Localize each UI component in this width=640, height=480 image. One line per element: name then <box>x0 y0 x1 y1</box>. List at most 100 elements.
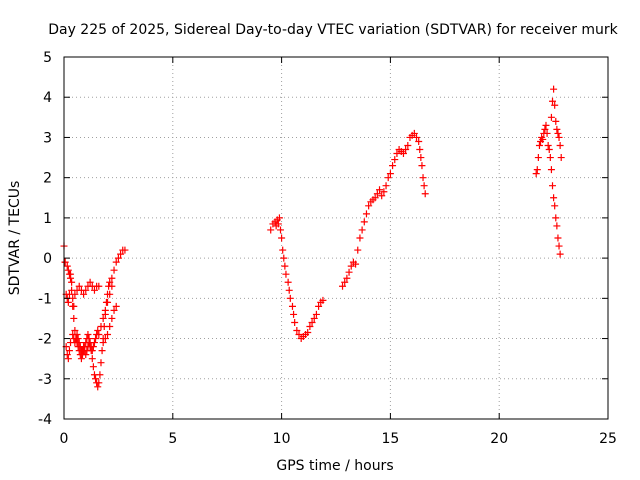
data-point <box>378 192 386 200</box>
data-point <box>68 278 76 286</box>
data-point <box>84 331 92 339</box>
data-point <box>63 351 71 359</box>
data-point <box>99 339 107 347</box>
data-point <box>291 318 299 326</box>
data-point <box>549 182 557 190</box>
data-point <box>419 174 427 182</box>
data-point <box>542 121 550 129</box>
data-point <box>63 262 71 270</box>
data-point <box>69 294 77 302</box>
data-point <box>544 141 552 149</box>
y-tick-label: 4 <box>43 90 52 106</box>
data-point <box>319 296 327 304</box>
data-point <box>551 202 559 210</box>
data-point <box>358 226 366 234</box>
data-point <box>108 314 116 322</box>
data-point <box>304 329 312 337</box>
data-point <box>534 154 542 162</box>
data-point <box>547 166 555 174</box>
data-point <box>85 339 93 347</box>
data-point <box>551 101 559 109</box>
data-point <box>73 331 81 339</box>
axis-ticks: 0 5 10 15 20 25 -4 -3 -2 -1 0 1 2 3 4 5 <box>38 50 617 447</box>
data-point <box>382 182 390 190</box>
data-point <box>341 278 349 286</box>
data-point <box>312 310 320 318</box>
data-point <box>87 347 95 355</box>
data-point <box>295 331 303 339</box>
data-point <box>86 278 94 286</box>
x-tick-label: 0 <box>60 431 69 447</box>
data-point <box>343 274 351 282</box>
data-point <box>555 133 563 141</box>
data-point <box>410 129 418 137</box>
data-point <box>373 190 381 198</box>
plot-frame <box>63 56 609 420</box>
data-point <box>101 335 109 343</box>
data-point <box>420 182 428 190</box>
data-point <box>108 274 116 282</box>
data-point <box>421 190 429 198</box>
data-point <box>386 170 394 178</box>
data-point <box>391 156 399 164</box>
data-point <box>550 194 558 202</box>
data-point <box>360 218 368 226</box>
data-point <box>290 310 298 318</box>
data-point <box>88 355 96 363</box>
data-point <box>545 146 553 154</box>
data-point <box>65 270 73 278</box>
data-point <box>104 331 112 339</box>
grid-lines <box>64 57 608 419</box>
data-point <box>71 290 79 298</box>
x-tick-label: 5 <box>168 431 177 447</box>
data-point <box>64 355 72 363</box>
data-point <box>280 254 288 262</box>
data-point <box>365 202 373 210</box>
data-point <box>95 282 103 290</box>
data-point <box>74 335 82 343</box>
data-point <box>67 274 75 282</box>
data-point <box>539 135 547 143</box>
data-point <box>112 258 120 266</box>
data-series <box>60 85 565 391</box>
data-point <box>86 343 94 351</box>
data-point <box>399 150 407 158</box>
y-tick-label: -2 <box>38 332 52 348</box>
y-axis-label: SDTVAR / TECUs <box>7 181 23 296</box>
data-point <box>95 331 103 339</box>
data-point <box>97 359 105 367</box>
data-point <box>61 258 69 266</box>
data-point <box>376 186 384 194</box>
data-point <box>552 214 560 222</box>
data-point <box>94 383 102 391</box>
data-point <box>284 278 292 286</box>
data-point <box>541 125 549 133</box>
data-point <box>552 117 560 125</box>
data-point <box>106 290 114 298</box>
data-point <box>315 302 323 310</box>
data-point <box>110 306 118 314</box>
data-point <box>306 322 314 330</box>
data-point <box>285 286 293 294</box>
data-point <box>547 113 555 121</box>
data-point <box>404 141 412 149</box>
data-point <box>279 246 287 254</box>
x-axis-label: GPS time / hours <box>276 458 393 474</box>
data-point <box>117 250 125 258</box>
data-point <box>69 302 77 310</box>
data-point <box>549 97 557 105</box>
y-tick-label: 2 <box>43 171 52 187</box>
data-point <box>278 234 286 242</box>
data-point <box>75 282 83 290</box>
data-point <box>380 188 388 196</box>
data-point <box>282 270 290 278</box>
data-point <box>80 290 88 298</box>
chart-title: Day 225 of 2025, Sidereal Day-to-day VTE… <box>48 22 618 38</box>
data-point <box>65 347 73 355</box>
data-point <box>535 141 543 149</box>
data-point <box>95 379 103 387</box>
data-point <box>275 214 283 222</box>
y-tick-label: -4 <box>38 412 52 428</box>
data-point <box>106 322 114 330</box>
